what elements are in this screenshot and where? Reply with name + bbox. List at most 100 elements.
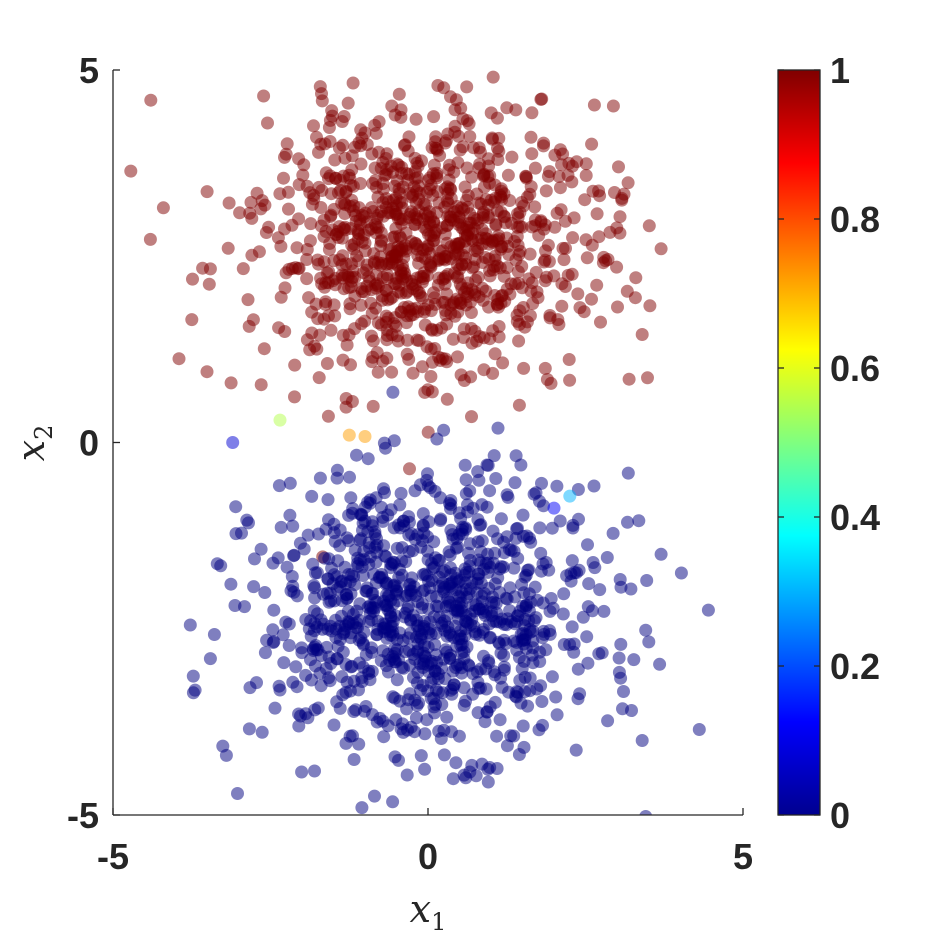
data-point	[430, 432, 444, 446]
data-point	[395, 568, 409, 582]
data-point	[285, 218, 299, 232]
data-point	[512, 334, 526, 348]
data-point	[427, 110, 441, 124]
data-point	[408, 725, 422, 739]
data-point	[342, 615, 356, 629]
data-point	[550, 479, 564, 493]
data-point	[380, 631, 394, 645]
data-point	[292, 178, 306, 192]
data-point	[509, 103, 523, 117]
data-point	[521, 563, 535, 577]
data-point	[490, 606, 504, 620]
data-point	[528, 200, 542, 214]
data-point	[402, 211, 416, 224]
data-point	[376, 644, 390, 658]
data-point	[507, 544, 521, 558]
data-point	[559, 241, 572, 255]
data-point	[339, 185, 353, 199]
data-point	[540, 373, 554, 386]
data-point	[614, 637, 628, 651]
data-point	[417, 654, 431, 668]
data-point	[486, 70, 500, 84]
data-point	[555, 158, 569, 172]
data-point	[517, 740, 531, 754]
y-tick-label: -5	[67, 795, 99, 836]
data-point	[368, 161, 382, 175]
data-point	[493, 713, 507, 727]
data-point	[458, 180, 472, 194]
data-point	[368, 118, 382, 132]
data-point	[342, 534, 356, 548]
data-point	[501, 168, 515, 182]
data-point	[581, 656, 595, 670]
data-point	[622, 372, 636, 386]
data-point	[487, 595, 501, 609]
data-point	[395, 258, 409, 272]
data-point	[592, 184, 606, 198]
data-point	[414, 749, 428, 763]
data-point	[496, 560, 510, 574]
data-point	[390, 329, 404, 343]
data-point	[273, 683, 287, 697]
data-point	[241, 293, 255, 307]
data-point	[416, 507, 430, 521]
data-point	[528, 161, 542, 175]
data-point	[317, 213, 331, 227]
data-point	[273, 413, 287, 427]
data-point	[515, 196, 529, 209]
data-point	[210, 557, 224, 571]
data-point	[313, 471, 327, 485]
data-point	[310, 620, 324, 634]
data-point	[557, 587, 571, 601]
data-point	[365, 645, 379, 659]
data-point	[348, 578, 362, 592]
data-point	[186, 686, 200, 700]
data-point	[337, 110, 351, 123]
data-point	[481, 762, 495, 776]
data-point	[336, 688, 350, 702]
data-point	[282, 202, 295, 216]
data-point	[384, 503, 398, 517]
data-point	[282, 617, 296, 631]
data-point	[433, 514, 447, 527]
data-point	[245, 248, 259, 262]
data-point	[422, 574, 435, 588]
data-point	[376, 621, 390, 635]
data-point	[386, 385, 400, 399]
data-point	[523, 187, 537, 201]
data-point	[196, 261, 210, 275]
data-point	[578, 193, 592, 207]
data-point	[486, 366, 500, 380]
data-point	[415, 601, 429, 615]
data-point	[341, 268, 355, 282]
data-point	[385, 249, 399, 263]
data-point	[533, 645, 547, 659]
data-point	[219, 748, 233, 762]
data-point	[525, 106, 539, 120]
colorbar-tick-label: 0.4	[830, 497, 880, 538]
data-point	[457, 681, 471, 695]
data-point	[352, 737, 366, 751]
data-point	[612, 665, 626, 679]
data-point	[371, 365, 385, 379]
data-point	[459, 609, 473, 622]
data-point	[355, 131, 369, 145]
data-point	[541, 169, 555, 183]
data-point	[431, 672, 445, 686]
data-point	[537, 139, 550, 153]
data-point	[390, 541, 404, 555]
data-point	[236, 262, 250, 276]
data-point	[509, 0, 522, 4]
data-point	[491, 421, 505, 435]
data-point	[488, 347, 502, 361]
data-point	[292, 719, 306, 733]
data-point	[585, 137, 599, 151]
data-point	[490, 729, 504, 743]
data-point	[457, 698, 471, 712]
data-point	[240, 513, 254, 527]
data-point	[440, 392, 454, 406]
data-point	[547, 501, 561, 515]
data-points	[124, 0, 715, 815]
data-point	[563, 489, 577, 503]
data-point	[482, 252, 496, 266]
